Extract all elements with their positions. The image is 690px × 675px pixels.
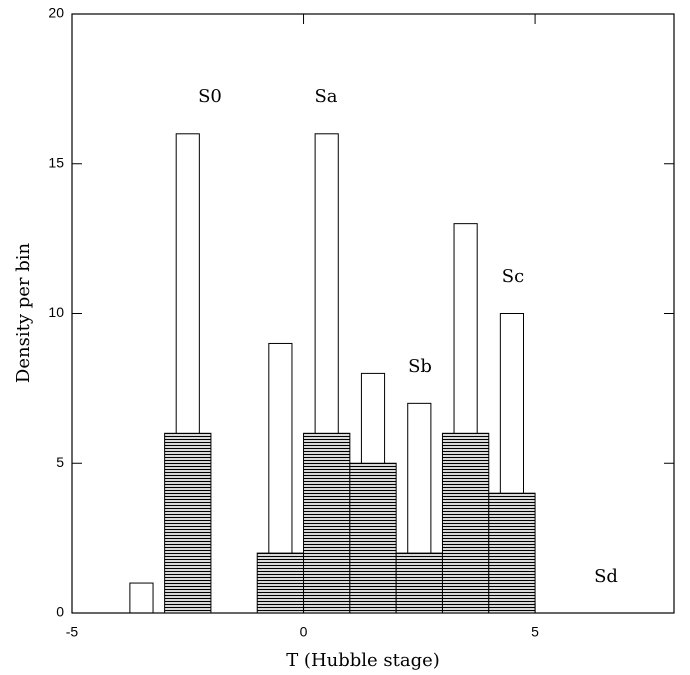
x-tick-label: 5 [531,624,539,640]
x-axis-label: T (Hubble stage) [286,650,440,671]
y-tick-label: 15 [48,154,64,170]
y-tick-label: 0 [56,604,64,620]
open-bar [129,582,154,614]
x-tick-label: -5 [66,624,79,640]
hatched-bar [441,432,490,614]
y-tick-label: 5 [56,454,64,470]
hatched-bar [488,492,536,614]
annotation: S0 [198,86,222,107]
y-axis-label: Density per bin [13,243,34,384]
hatched-bar [256,552,305,614]
annotation: Sd [594,566,618,587]
y-tick-label: 20 [48,5,64,21]
hatched-bar [164,432,212,614]
annotation: Sc [502,266,524,287]
hatched-bar [303,432,351,614]
y-tick-label: 10 [48,304,64,320]
annotation: Sa [314,86,337,107]
hatched-bar [395,552,443,614]
x-tick-label: 0 [300,624,308,640]
annotation: Sb [408,356,432,377]
hatched-bar [349,462,397,614]
